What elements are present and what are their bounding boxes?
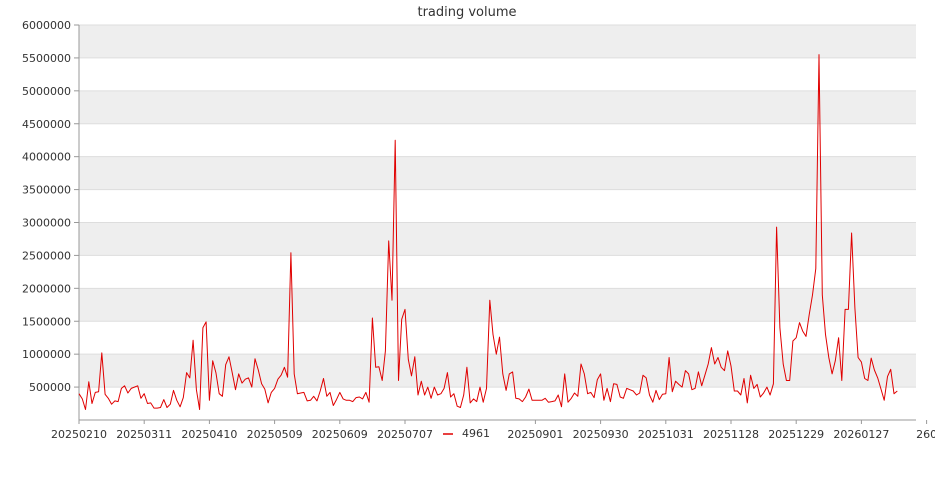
x-tick-label: 20250311 bbox=[116, 428, 172, 441]
y-tick-label: 4500000 bbox=[22, 118, 71, 131]
plot-bands bbox=[79, 25, 916, 388]
y-tick-label: 2000000 bbox=[22, 282, 71, 295]
y-tick-label: 5500000 bbox=[22, 52, 71, 65]
plot-band bbox=[79, 354, 916, 388]
y-tick-label: 3500000 bbox=[22, 184, 71, 197]
series-line bbox=[78, 54, 898, 410]
x-tick-label: 20251031 bbox=[638, 428, 694, 441]
chart-title: trading volume bbox=[417, 5, 516, 20]
y-tick-label: 1500000 bbox=[22, 315, 71, 328]
x-tick-label: 20250901 bbox=[507, 428, 563, 441]
grid-lines bbox=[79, 24, 916, 388]
x-tick-label: 20251229 bbox=[768, 428, 824, 441]
x-tick-label: 20250210 bbox=[51, 428, 107, 441]
x-tick-label: 20250410 bbox=[181, 428, 237, 441]
y-axis-ticks: 500000 1000000 1500000 2000000 2500000 300000… bbox=[22, 19, 79, 394]
x-tick-label: 20251128 bbox=[703, 428, 759, 441]
x-tick-label: 20260127 bbox=[833, 428, 889, 441]
plot-band bbox=[79, 222, 916, 256]
y-tick-label: 6000000 bbox=[22, 19, 71, 32]
y-tick-label: 3000000 bbox=[22, 217, 71, 230]
plot-band bbox=[79, 156, 916, 190]
plot-band bbox=[79, 25, 916, 58]
y-tick-label: 5000000 bbox=[22, 85, 71, 98]
x-tick-label: 20250509 bbox=[247, 428, 303, 441]
plot-band bbox=[79, 90, 916, 124]
x-tick-label: 20250707 bbox=[377, 428, 433, 441]
y-tick-label: 2500000 bbox=[22, 249, 71, 262]
y-tick-label: 1000000 bbox=[22, 348, 71, 361]
y-tick-label: 500000 bbox=[29, 381, 71, 394]
x-tick-label: 20250609 bbox=[312, 428, 368, 441]
legend-label: 4961 bbox=[462, 427, 490, 440]
x-axis-ticks: 20250210 20250311 20250410 20250509 20250609… bbox=[51, 420, 935, 441]
series-group bbox=[78, 54, 898, 410]
plot-band bbox=[79, 288, 916, 322]
x-tick-label: 20250930 bbox=[573, 428, 629, 441]
legend[interactable]: 4961 bbox=[443, 427, 490, 440]
x-tick-label: 260 bbox=[916, 428, 935, 441]
y-tick-label: 4000000 bbox=[22, 151, 71, 164]
